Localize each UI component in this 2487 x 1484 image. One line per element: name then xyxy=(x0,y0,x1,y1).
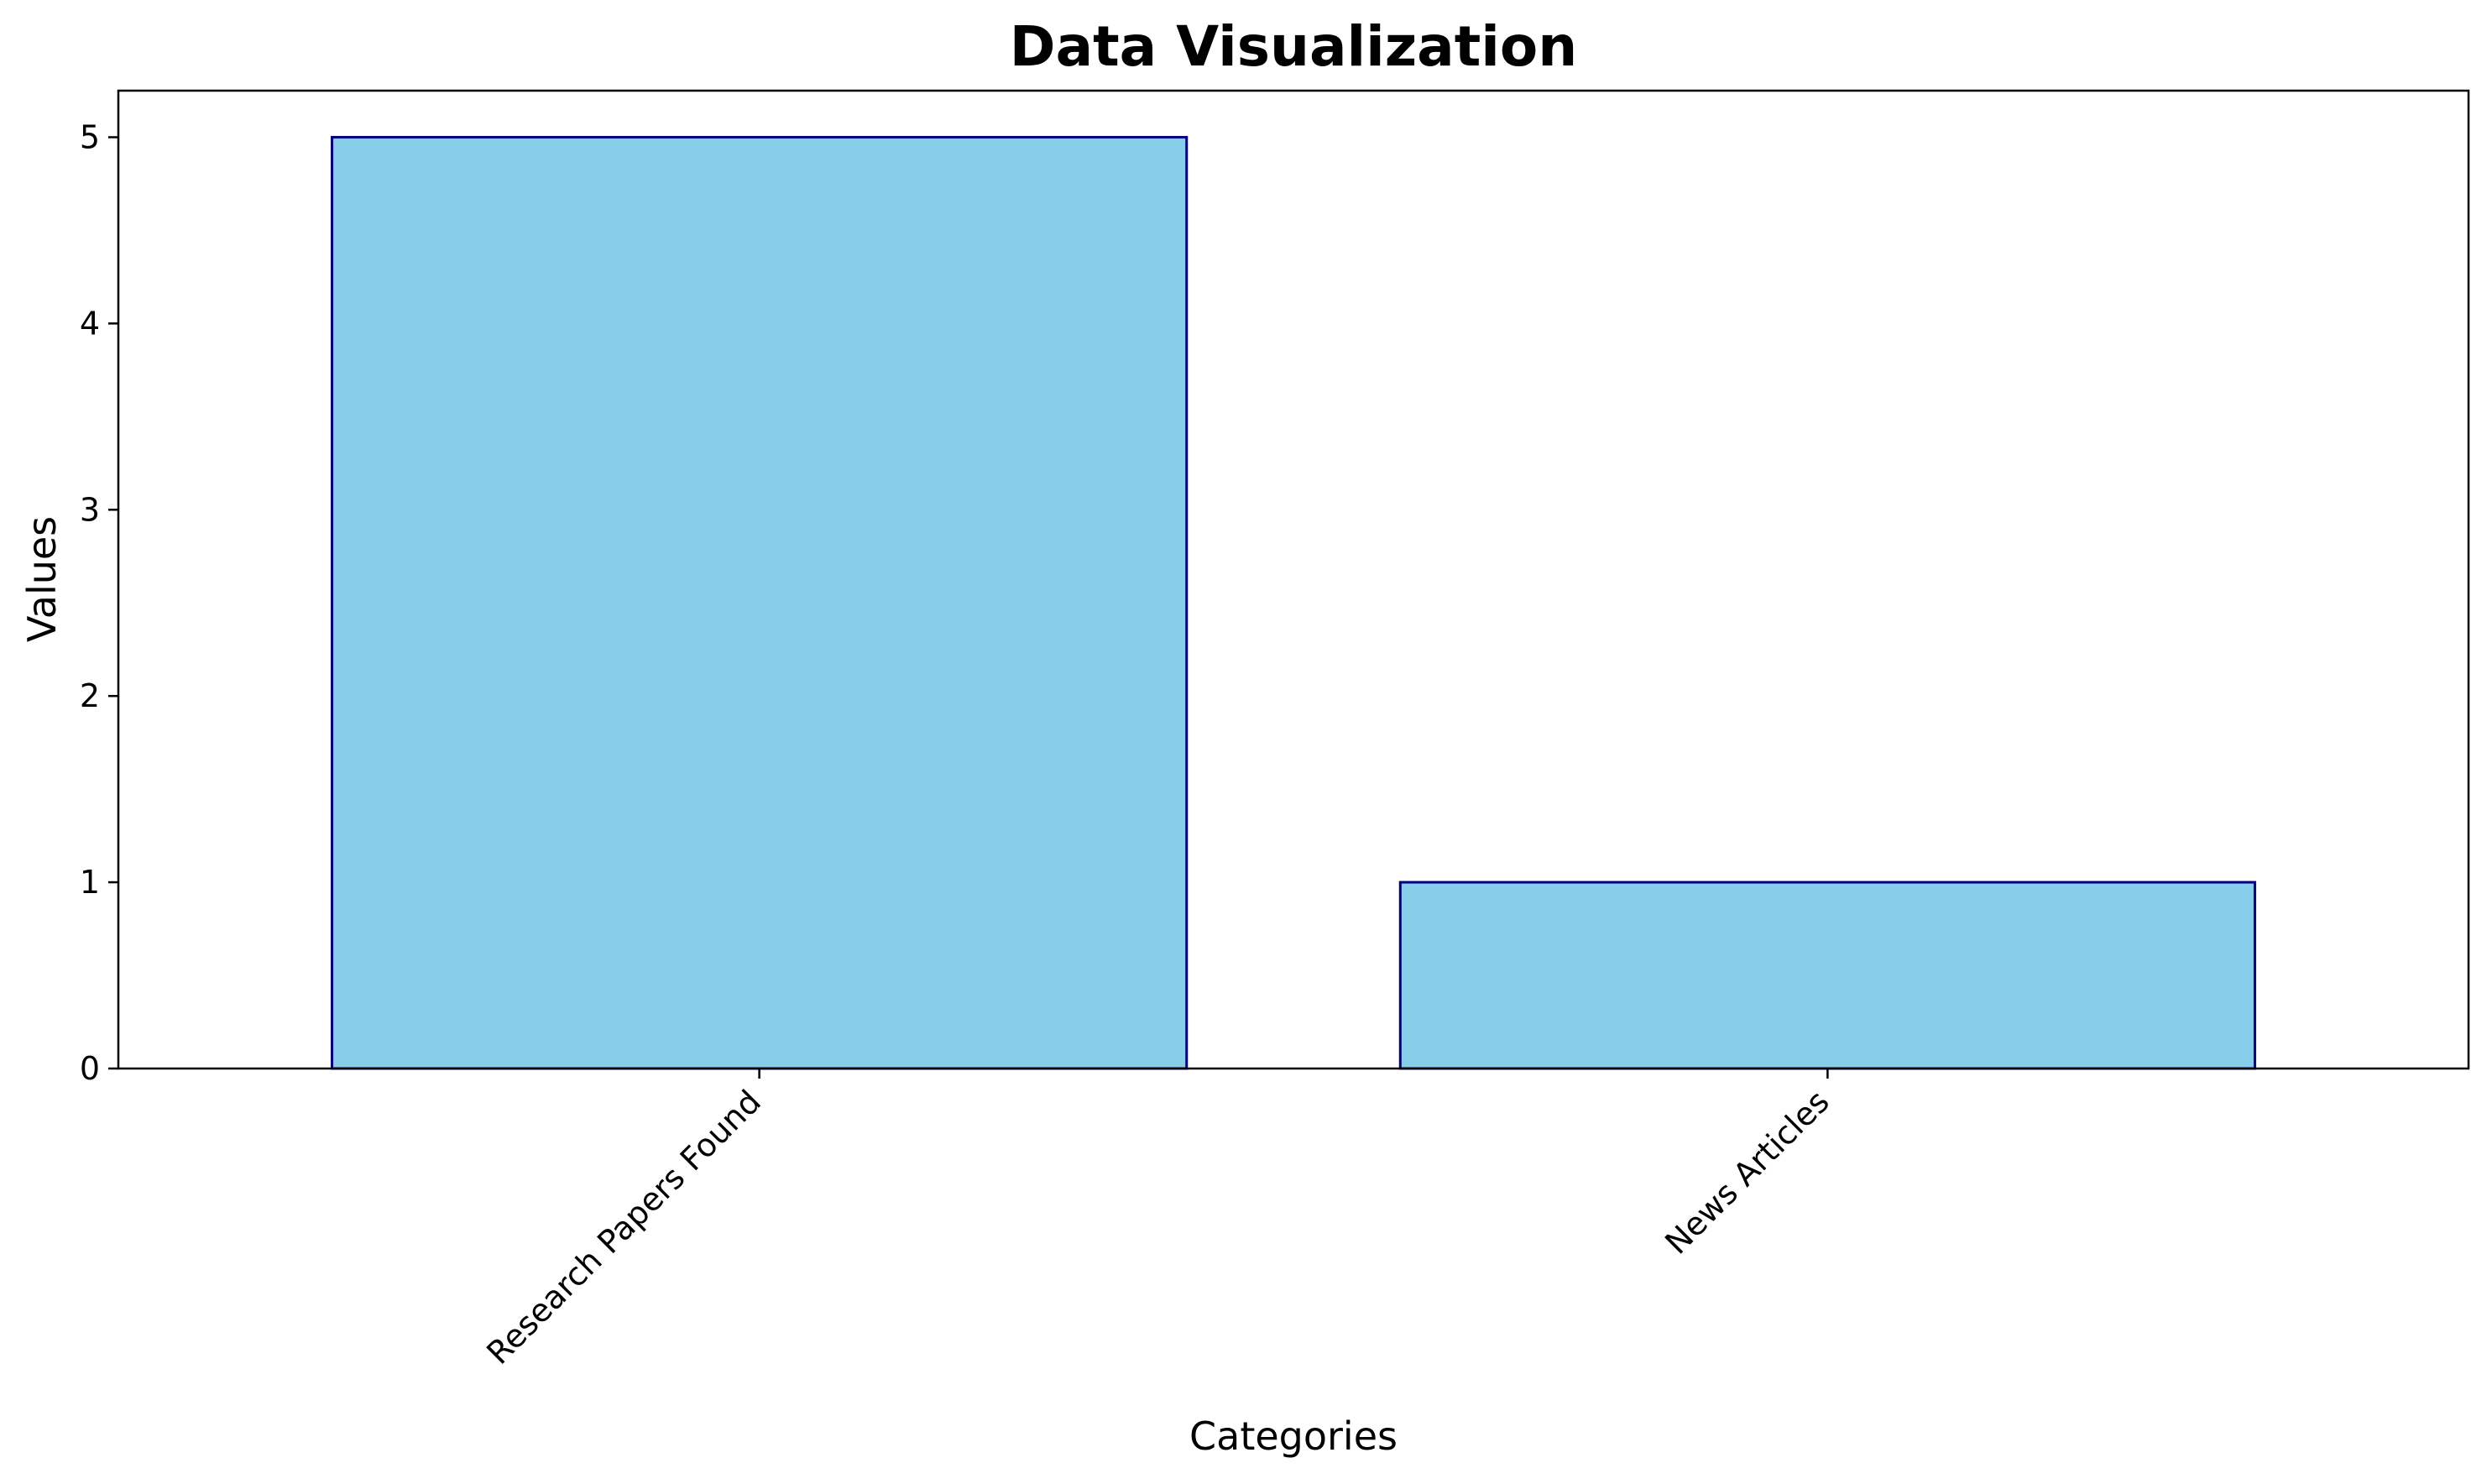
bar-0 xyxy=(331,135,1189,1070)
y-tick-label: 5 xyxy=(80,118,100,155)
y-axis-label: Values xyxy=(19,516,65,642)
y-axis: 0 1 2 3 4 5 xyxy=(80,118,118,1087)
plot-area-frame xyxy=(117,89,2470,1070)
y-tick-label: 4 xyxy=(80,305,100,342)
x-tick-label: Research Papers Found xyxy=(479,1083,768,1372)
y-tick-label: 0 xyxy=(80,1050,100,1087)
x-axis: Research Papers Found News Articles xyxy=(479,1069,1837,1372)
y-tick-label: 3 xyxy=(80,491,100,528)
bars-layer xyxy=(331,135,2256,1070)
y-tick-label: 2 xyxy=(80,677,100,714)
y-tick-label: 1 xyxy=(80,864,100,901)
x-tick-label: News Articles xyxy=(1658,1083,1836,1261)
bar-1 xyxy=(1398,880,2256,1070)
chart-title: Data Visualization xyxy=(1010,14,1577,79)
x-axis-label: Categories xyxy=(1189,1413,1398,1459)
